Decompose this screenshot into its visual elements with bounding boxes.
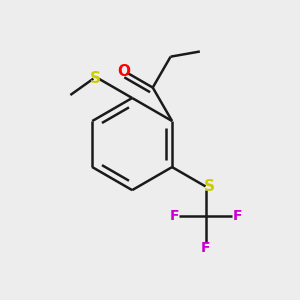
Text: F: F — [169, 209, 179, 223]
Text: O: O — [117, 64, 130, 79]
Text: F: F — [201, 241, 210, 255]
Text: S: S — [204, 179, 214, 194]
Text: F: F — [232, 209, 242, 223]
Text: S: S — [90, 71, 101, 86]
